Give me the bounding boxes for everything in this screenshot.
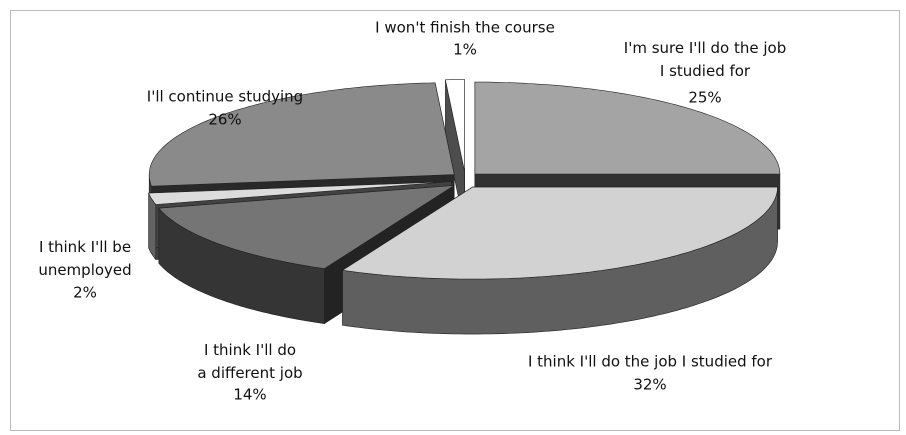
slice-label: I think I'll do the job I studied for (528, 353, 773, 371)
slice-label: I think I'll do a different job (197, 341, 302, 382)
slice-value-label: 1% (453, 41, 477, 59)
slice-top (474, 81, 781, 175)
slice-top (148, 181, 452, 205)
slice-value-label: 14% (233, 386, 266, 404)
slice-label: I'm sure I'll do the job I studied for (624, 39, 786, 80)
slice-label: I think I'll be unemployed (38, 238, 131, 279)
slice (158, 184, 455, 325)
slice-value-label: 26% (208, 111, 241, 129)
slice-top (148, 82, 455, 187)
slice (341, 186, 778, 335)
slice-top (445, 79, 465, 172)
slice-value-label: 32% (633, 376, 666, 394)
slice-top (158, 185, 455, 269)
slice-value-label: 25% (688, 89, 721, 107)
slice-top (341, 186, 778, 280)
slice-label: I'll continue studying (147, 88, 303, 106)
slice-value-label: 2% (73, 284, 97, 302)
slice-label: I won't finish the course (375, 19, 555, 37)
